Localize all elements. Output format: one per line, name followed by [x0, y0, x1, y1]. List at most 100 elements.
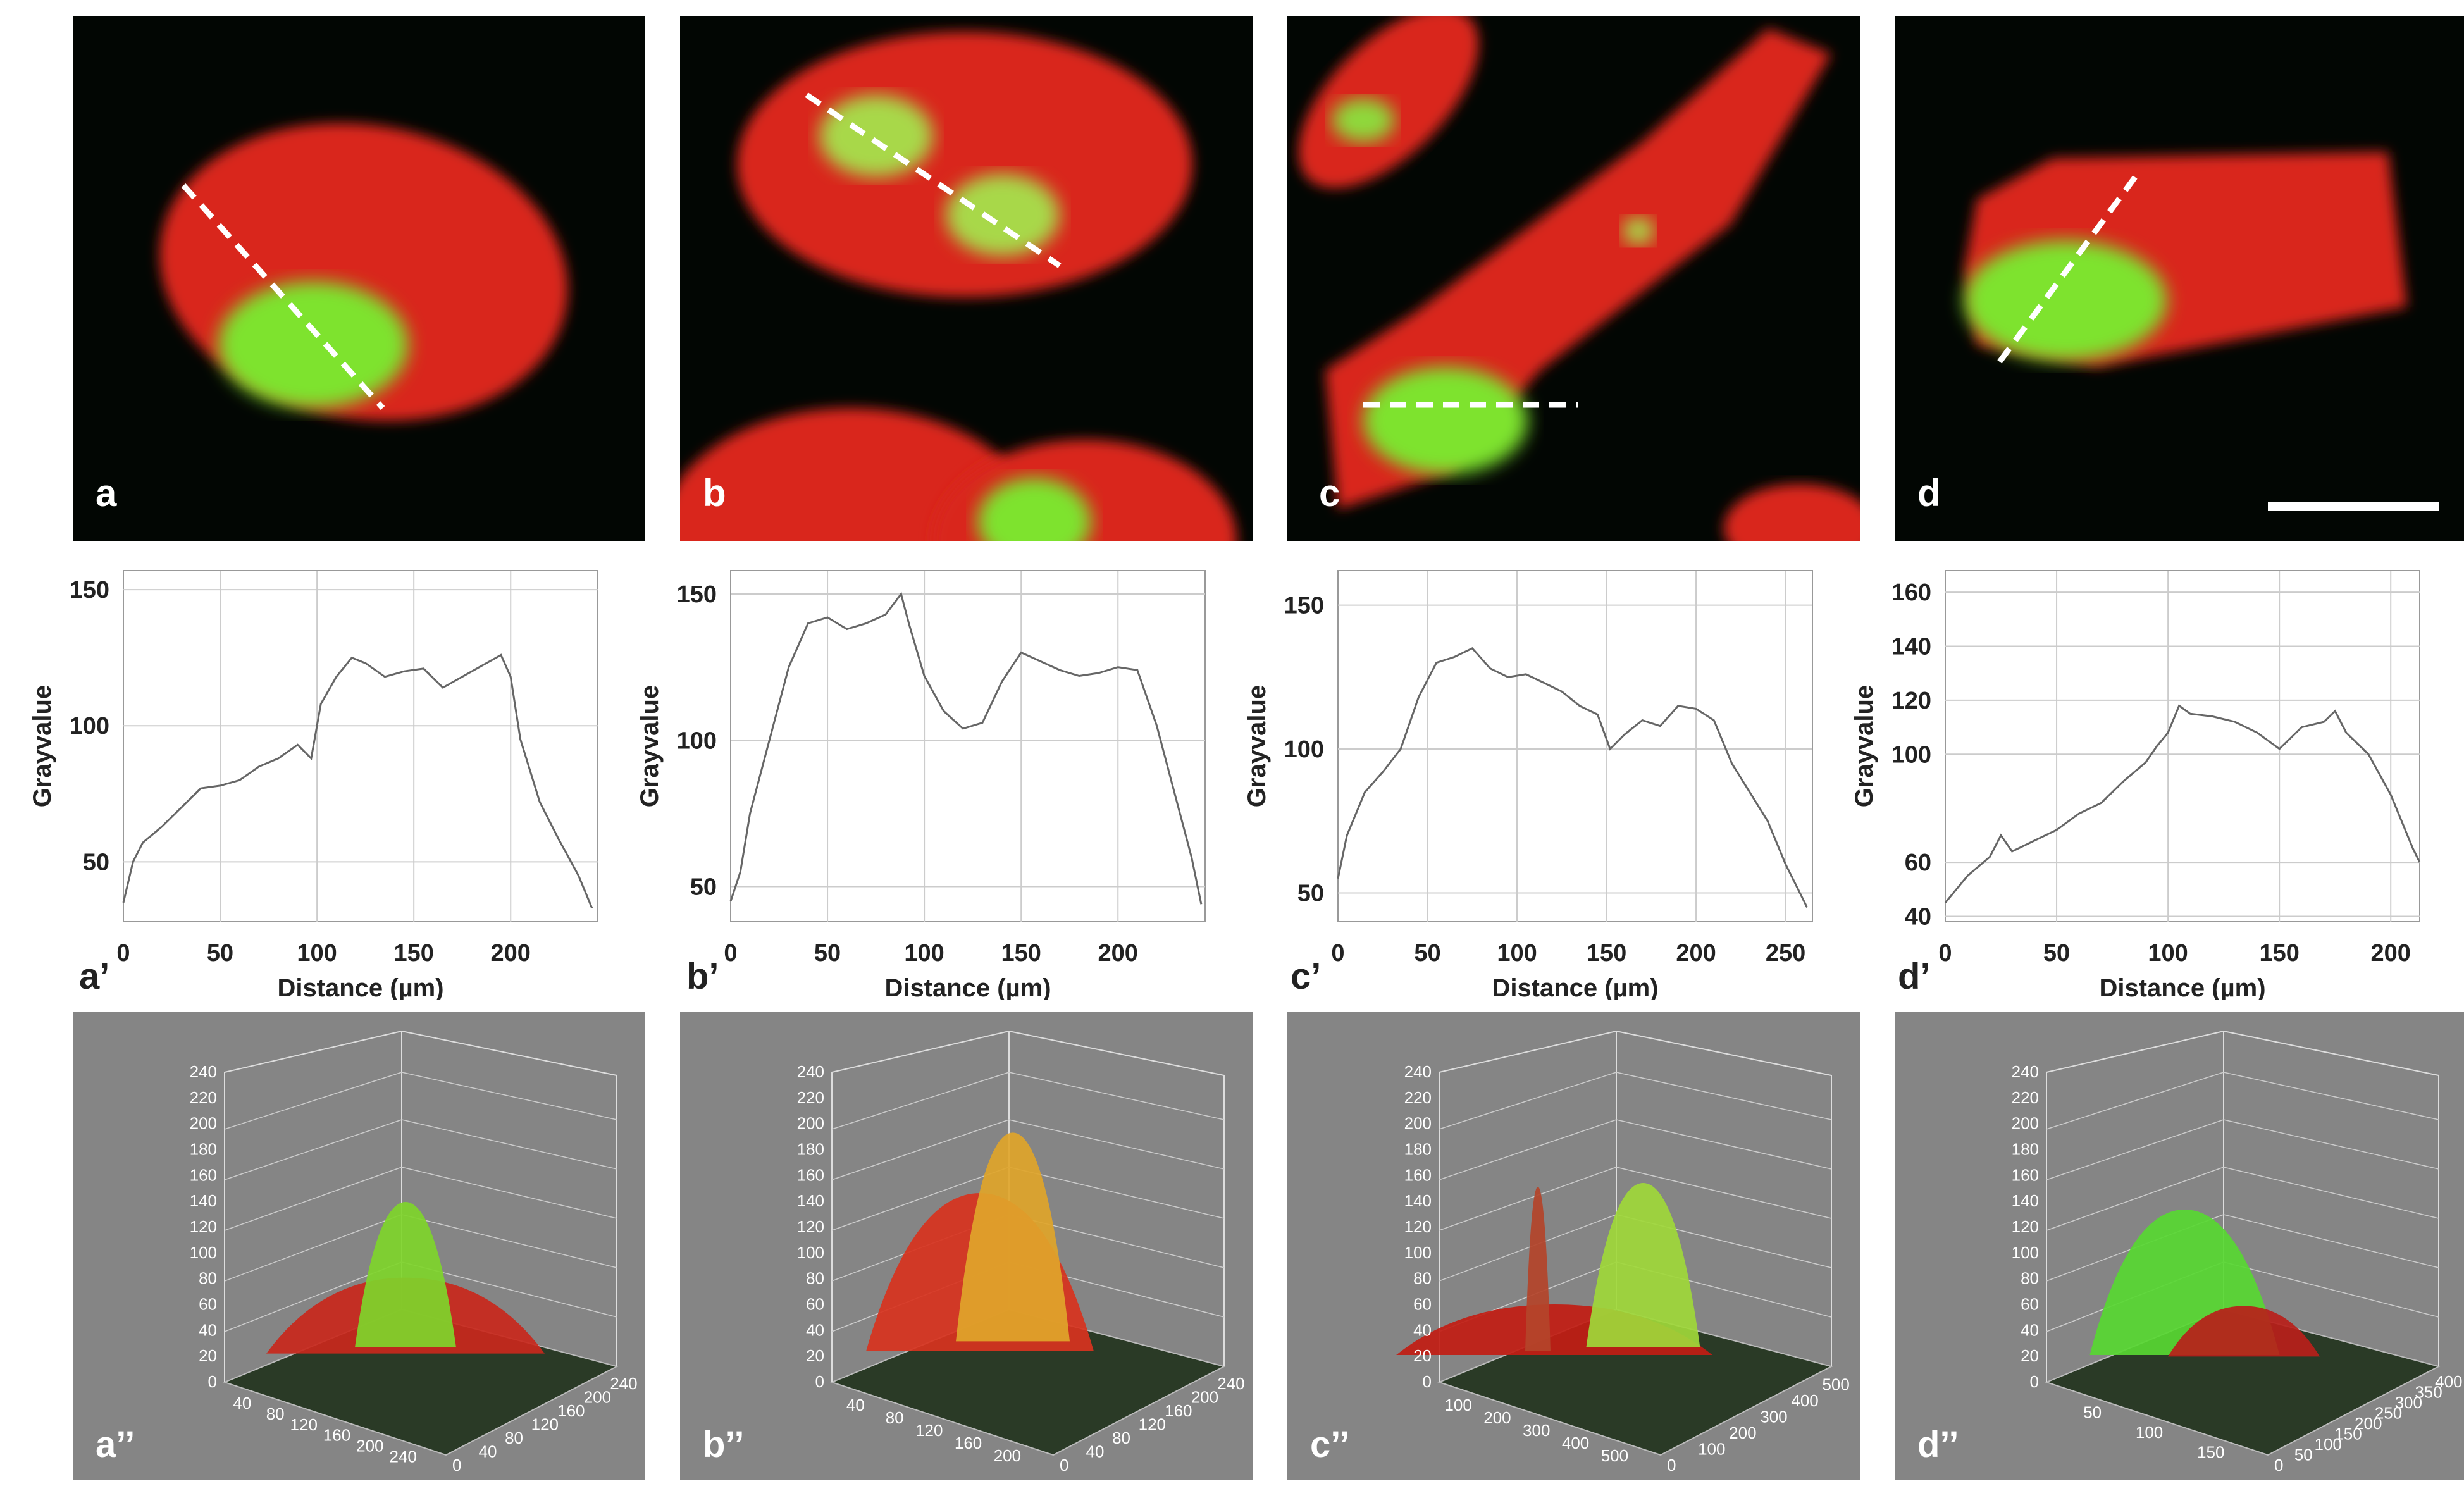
left-axis-tick-label: 80 — [266, 1404, 285, 1423]
z-tick-label: 20 — [2021, 1346, 2039, 1365]
micrograph-d: d — [1895, 16, 2464, 541]
right-axis-tick-label: 350 — [2415, 1383, 2442, 1402]
z-tick-label: 80 — [2021, 1269, 2039, 1288]
side-gridline — [401, 1214, 617, 1268]
profile-label-c: c’ — [1291, 956, 1322, 997]
x-tick-label: 200 — [1676, 940, 1716, 967]
left-axis-tick-label: 160 — [323, 1426, 350, 1445]
back-gridline — [224, 1167, 402, 1231]
left-axis-tick-label: 500 — [1601, 1446, 1628, 1465]
surface-plot-b-svg: 0 20 40 60 80 100 120 140 160 180 200 220 240 40 80 120… — [797, 1031, 1245, 1475]
x-axis-label: Distance (µm) — [884, 974, 1051, 1000]
profile-line-b — [805, 92, 1062, 268]
z-tick-label: 220 — [2012, 1088, 2039, 1107]
z-tick-label: 240 — [2012, 1062, 2039, 1081]
surface-plot-d-svg: 0204060801001201401601802002202405010015… — [2012, 1031, 2463, 1475]
right-axis-tick-label: 300 — [2395, 1393, 2422, 1412]
top-edge-left — [2046, 1031, 2224, 1073]
side-gridline — [1008, 1072, 1225, 1120]
right-axis-tick-label: 200 — [2355, 1414, 2382, 1433]
z-tick-label: 80 — [1413, 1269, 1432, 1288]
z-tick-label: 20 — [806, 1346, 824, 1365]
x-tick-label: 100 — [297, 940, 337, 967]
z-tick-label: 220 — [797, 1088, 824, 1107]
profile-plot-a-svg: 0 50 100 150 200 50 100 150 Distance (µm) Grayval… — [28, 570, 598, 1000]
profile-plot-c: 0 50 100 150 200 250 50 100 150 Distance (µm) Gray… — [1234, 557, 1825, 1000]
top-edge-left — [224, 1031, 402, 1073]
cytoplasm-b — [737, 32, 1192, 297]
z-tick-label: 100 — [190, 1243, 217, 1262]
nucleus-b2 — [946, 174, 1060, 256]
right-axis-tick-label: 40 — [479, 1442, 497, 1461]
z-tick-label: 180 — [190, 1140, 217, 1159]
side-gridline — [1008, 1167, 1225, 1219]
y-tick-label: 50 — [1297, 881, 1324, 907]
side-gridline — [2223, 1214, 2439, 1268]
z-tick-label: 0 — [1423, 1372, 1432, 1391]
micrograph-a-image — [159, 123, 568, 421]
panel-label-c: c — [1319, 472, 1340, 514]
x-tick-label: 100 — [1497, 940, 1537, 967]
y-tick-label: 100 — [1891, 741, 1931, 768]
y-tick-label: 100 — [1284, 736, 1324, 763]
z-tick-label: 100 — [1404, 1243, 1432, 1262]
right-axis-tick-label: 0 — [452, 1456, 461, 1475]
side-gridline — [1616, 1167, 1832, 1219]
z-tick-label: 80 — [806, 1269, 824, 1288]
left-axis-tick-label: 100 — [2136, 1423, 2163, 1442]
z-tick-label: 200 — [1404, 1114, 1432, 1133]
z-tick-label: 0 — [208, 1372, 217, 1391]
z-tick-label: 120 — [190, 1217, 217, 1236]
right-axis-tick-label: 400 — [1791, 1391, 1818, 1410]
x-tick-label: 150 — [393, 940, 433, 967]
side-gridline — [401, 1167, 617, 1219]
surface-label-c: c’’ — [1310, 1424, 1350, 1465]
plot-frame — [123, 570, 598, 922]
y-tick-label: 120 — [1891, 688, 1931, 714]
z-tick-label: 100 — [797, 1243, 824, 1262]
x-tick-label: 200 — [491, 940, 531, 967]
right-axis-tick-label: 40 — [1086, 1442, 1105, 1461]
y-tick-label: 140 — [1891, 634, 1931, 660]
back-gridline — [1439, 1119, 1617, 1180]
x-tick-label: 200 — [2371, 940, 2411, 967]
micrograph-c-image — [1298, 16, 1860, 541]
z-tick-label: 200 — [797, 1114, 824, 1133]
nucleus-c1 — [1332, 98, 1395, 142]
z-tick-label: 0 — [815, 1372, 824, 1391]
left-axis-tick-label: 400 — [1562, 1433, 1589, 1452]
side-gridline — [401, 1072, 617, 1120]
right-axis-tick-label: 240 — [1217, 1374, 1244, 1393]
z-tick-label: 240 — [190, 1062, 217, 1081]
side-gridline — [1008, 1119, 1225, 1170]
z-tick-label: 20 — [199, 1346, 217, 1365]
right-axis-tick-label: 500 — [1822, 1375, 1849, 1394]
y-tick-label: 50 — [83, 849, 109, 876]
cytoplasm-c3 — [1724, 484, 1860, 541]
x-tick-label: 0 — [1938, 940, 1952, 967]
left-axis-tick-label: 120 — [290, 1415, 318, 1434]
profile-series-line — [1944, 704, 2421, 904]
y-tick-label: 100 — [677, 727, 717, 754]
z-tick-label: 180 — [1404, 1140, 1432, 1159]
side-gridline — [2223, 1167, 2439, 1219]
micrograph-a: a — [73, 16, 645, 541]
profile-line-d — [1993, 175, 2138, 369]
x-tick-label: 100 — [2148, 940, 2188, 967]
side-gridline — [2223, 1261, 2439, 1318]
profile-line-a — [181, 183, 385, 411]
right-axis-tick-label: 120 — [1139, 1414, 1166, 1433]
profile-series-line — [729, 591, 1203, 905]
top-edge-right — [401, 1031, 617, 1076]
y-tick-label: 50 — [690, 874, 717, 901]
surface-peak — [355, 1202, 456, 1347]
top-edge-right — [1008, 1031, 1225, 1076]
micrograph-b: b — [680, 16, 1253, 541]
nucleus-b1 — [819, 95, 933, 177]
right-axis-tick-label: 100 — [2315, 1435, 2342, 1454]
surface-label-b: b’’ — [703, 1424, 745, 1465]
cytoplasm-c1 — [1298, 16, 1479, 189]
z-tick-label: 40 — [199, 1320, 217, 1339]
right-axis-tick-label: 80 — [1112, 1428, 1130, 1447]
right-axis-tick-label: 120 — [531, 1414, 559, 1433]
